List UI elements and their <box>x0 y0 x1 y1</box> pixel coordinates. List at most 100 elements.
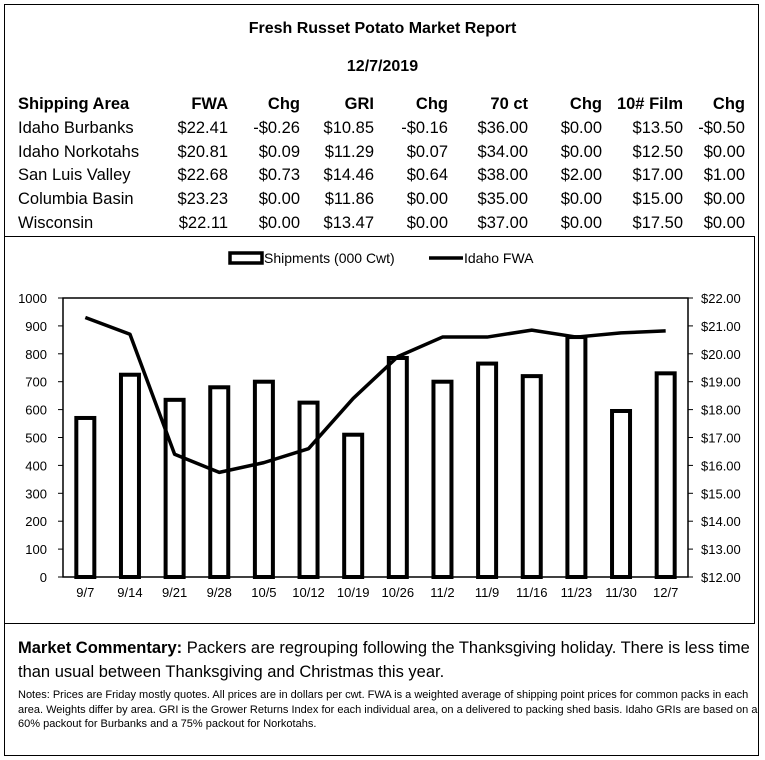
cell-gri-chg: $0.00 <box>406 190 448 209</box>
cell-70ct: $35.00 <box>477 190 528 209</box>
cell-fwa: $22.68 <box>177 166 228 185</box>
header-70ct: 70 ct <box>490 95 528 113</box>
report-date: 12/7/2019 <box>346 58 419 75</box>
left-axis-tick-label: 1000 <box>18 291 47 306</box>
shipment-bar <box>74 415 97 579</box>
cell-area: Columbia Basin <box>18 190 134 209</box>
legend-shipments-swatch <box>228 251 264 265</box>
x-axis-tick-label: 11/2 <box>430 585 454 600</box>
header-gri-chg: Chg <box>415 95 448 113</box>
cell-fwa: $22.11 <box>178 213 228 232</box>
cell-fwa-chg: $0.73 <box>258 166 300 185</box>
shipment-bar <box>520 374 543 579</box>
x-axis-tick-label: 9/21 <box>162 585 187 600</box>
shipment-bar <box>297 400 320 579</box>
cell-gri: $13.47 <box>323 213 374 232</box>
cell-70ct-chg: $2.00 <box>560 166 602 185</box>
right-axis-tick-label: $17.00 <box>701 431 741 446</box>
left-axis-tick-label: 400 <box>25 458 47 473</box>
report-title: Fresh Russet Potato Market Report <box>248 20 517 37</box>
shipment-bar <box>252 379 275 579</box>
right-axis-tick-label: $18.00 <box>701 403 741 418</box>
cell-fwa: $23.23 <box>177 190 228 209</box>
cell-fwa-chg: $0.09 <box>258 142 300 161</box>
left-axis-tick-label: 100 <box>25 542 47 557</box>
x-axis-tick-label: 11/30 <box>605 585 637 600</box>
cell-gri-chg: $0.07 <box>406 142 448 161</box>
chart-panel: 0 100 200 300 400 500 600 700 800 900 1000 $12.00 $1… <box>4 236 755 624</box>
header-fwa: FWA <box>191 95 228 113</box>
cell-70ct-chg: $0.00 <box>560 213 602 232</box>
cell-gri: $11.29 <box>324 142 374 161</box>
header-gri: GRI <box>344 95 374 113</box>
cell-gri-chg: $0.00 <box>406 213 448 232</box>
left-axis-tick-label: 900 <box>25 319 47 334</box>
commentary-text: Packers are regrouping following the Tha… <box>18 639 750 681</box>
cell-area: Wisconsin <box>18 213 94 232</box>
cell-70ct: $37.00 <box>477 213 528 232</box>
left-axis-tick-label: 600 <box>25 403 47 418</box>
idaho-fwa-line <box>84 315 666 475</box>
header-shipping-area: Shipping Area <box>18 95 130 113</box>
cell-70ct: $36.00 <box>477 118 528 137</box>
cell-area: Idaho Norkotahs <box>18 142 140 161</box>
cell-70ct: $34.00 <box>477 142 528 161</box>
cell-70ct: $38.00 <box>477 166 528 185</box>
x-axis-tick-label: 10/26 <box>382 585 415 600</box>
cell-gri: $10.85 <box>323 118 374 137</box>
left-axis-tick-label: 300 <box>25 486 47 501</box>
table-row: San Luis Valley $22.68 $0.73 $14.46 $0.64 $38… <box>16 164 745 188</box>
cell-10-film-chg: $0.00 <box>703 142 745 161</box>
legend-fwa-label: Idaho FWA <box>464 250 534 266</box>
right-axis-tick-label: $21.00 <box>701 319 741 334</box>
header-10-film: 10# Film <box>616 95 683 113</box>
plot-area <box>62 297 689 578</box>
right-axis-tick-label: $12.00 <box>701 570 741 585</box>
x-axis-tick-label: 11/9 <box>475 585 499 600</box>
shipments-fwa-chart: 0 100 200 300 400 500 600 700 800 900 1000 $12.00 $1… <box>18 250 741 600</box>
header-10-film-chg: Chg <box>712 95 745 113</box>
cell-fwa-chg: -$0.26 <box>253 118 300 137</box>
shipment-bar <box>431 379 454 579</box>
cell-10-film: $15.00 <box>632 190 683 209</box>
table-row: Wisconsin $22.11 $0.00 $13.47 $0.00 $37.00 $0.… <box>16 212 745 236</box>
shipment-bar <box>476 361 499 579</box>
left-axis-tick-label: 500 <box>25 431 47 446</box>
right-axis-tick-label: $22.00 <box>701 291 741 306</box>
left-axis-tick-label: 200 <box>25 514 47 529</box>
table-row: Idaho Burbanks $22.41 -$0.26 $10.85 -$0.16 $3… <box>16 117 745 141</box>
cell-gri-chg: $0.64 <box>406 166 448 185</box>
table-row: Idaho Norkotahs $20.81 $0.09 $11.29 $0.07 $34… <box>16 141 745 165</box>
table-header-row: Shipping Area FWA Chg GRI Chg 70 ct Chg … <box>16 93 745 117</box>
market-commentary: Market Commentary: Packers are regroupin… <box>18 636 760 684</box>
right-axis-tick-label: $19.00 <box>701 375 741 390</box>
shipment-bar <box>342 432 365 579</box>
header-fwa-chg: Chg <box>267 95 300 113</box>
cell-70ct-chg: $0.00 <box>560 190 602 209</box>
right-axis-tick-label: $16.00 <box>701 458 741 473</box>
x-axis-tick-label: 10/12 <box>292 585 325 600</box>
right-axis-tick-label: $15.00 <box>701 486 741 501</box>
x-axis-tick-label: 9/7 <box>76 585 94 600</box>
shipment-bar <box>654 371 677 579</box>
price-table: Shipping Area FWA Chg GRI Chg 70 ct Chg … <box>16 93 745 236</box>
cell-10-film: $17.50 <box>632 213 683 232</box>
cell-10-film-chg: $1.00 <box>703 166 745 185</box>
legend-shipments-label: Shipments (000 Cwt) <box>264 250 395 266</box>
shipment-bar <box>386 355 409 579</box>
shipment-bar <box>208 385 231 579</box>
x-axis-tick-label: 11/23 <box>561 585 593 600</box>
cell-fwa: $22.41 <box>177 118 228 137</box>
x-axis-tick-label: 10/19 <box>337 585 370 600</box>
table-row: Columbia Basin $23.23 $0.00 $11.86 $0.00 $35.… <box>16 188 745 212</box>
cell-10-film: $12.50 <box>632 142 683 161</box>
cell-area: San Luis Valley <box>18 166 131 185</box>
cell-10-film-chg: $0.00 <box>703 190 745 209</box>
cell-gri: $11.86 <box>324 190 374 209</box>
shipment-bar <box>610 408 633 579</box>
x-axis-tick-label: 11/16 <box>516 585 548 600</box>
left-axis-tick-label: 800 <box>25 347 47 362</box>
shipment-bar <box>565 335 588 579</box>
x-axis-tick-label: 12/7 <box>653 585 678 600</box>
cell-70ct-chg: $0.00 <box>560 118 602 137</box>
